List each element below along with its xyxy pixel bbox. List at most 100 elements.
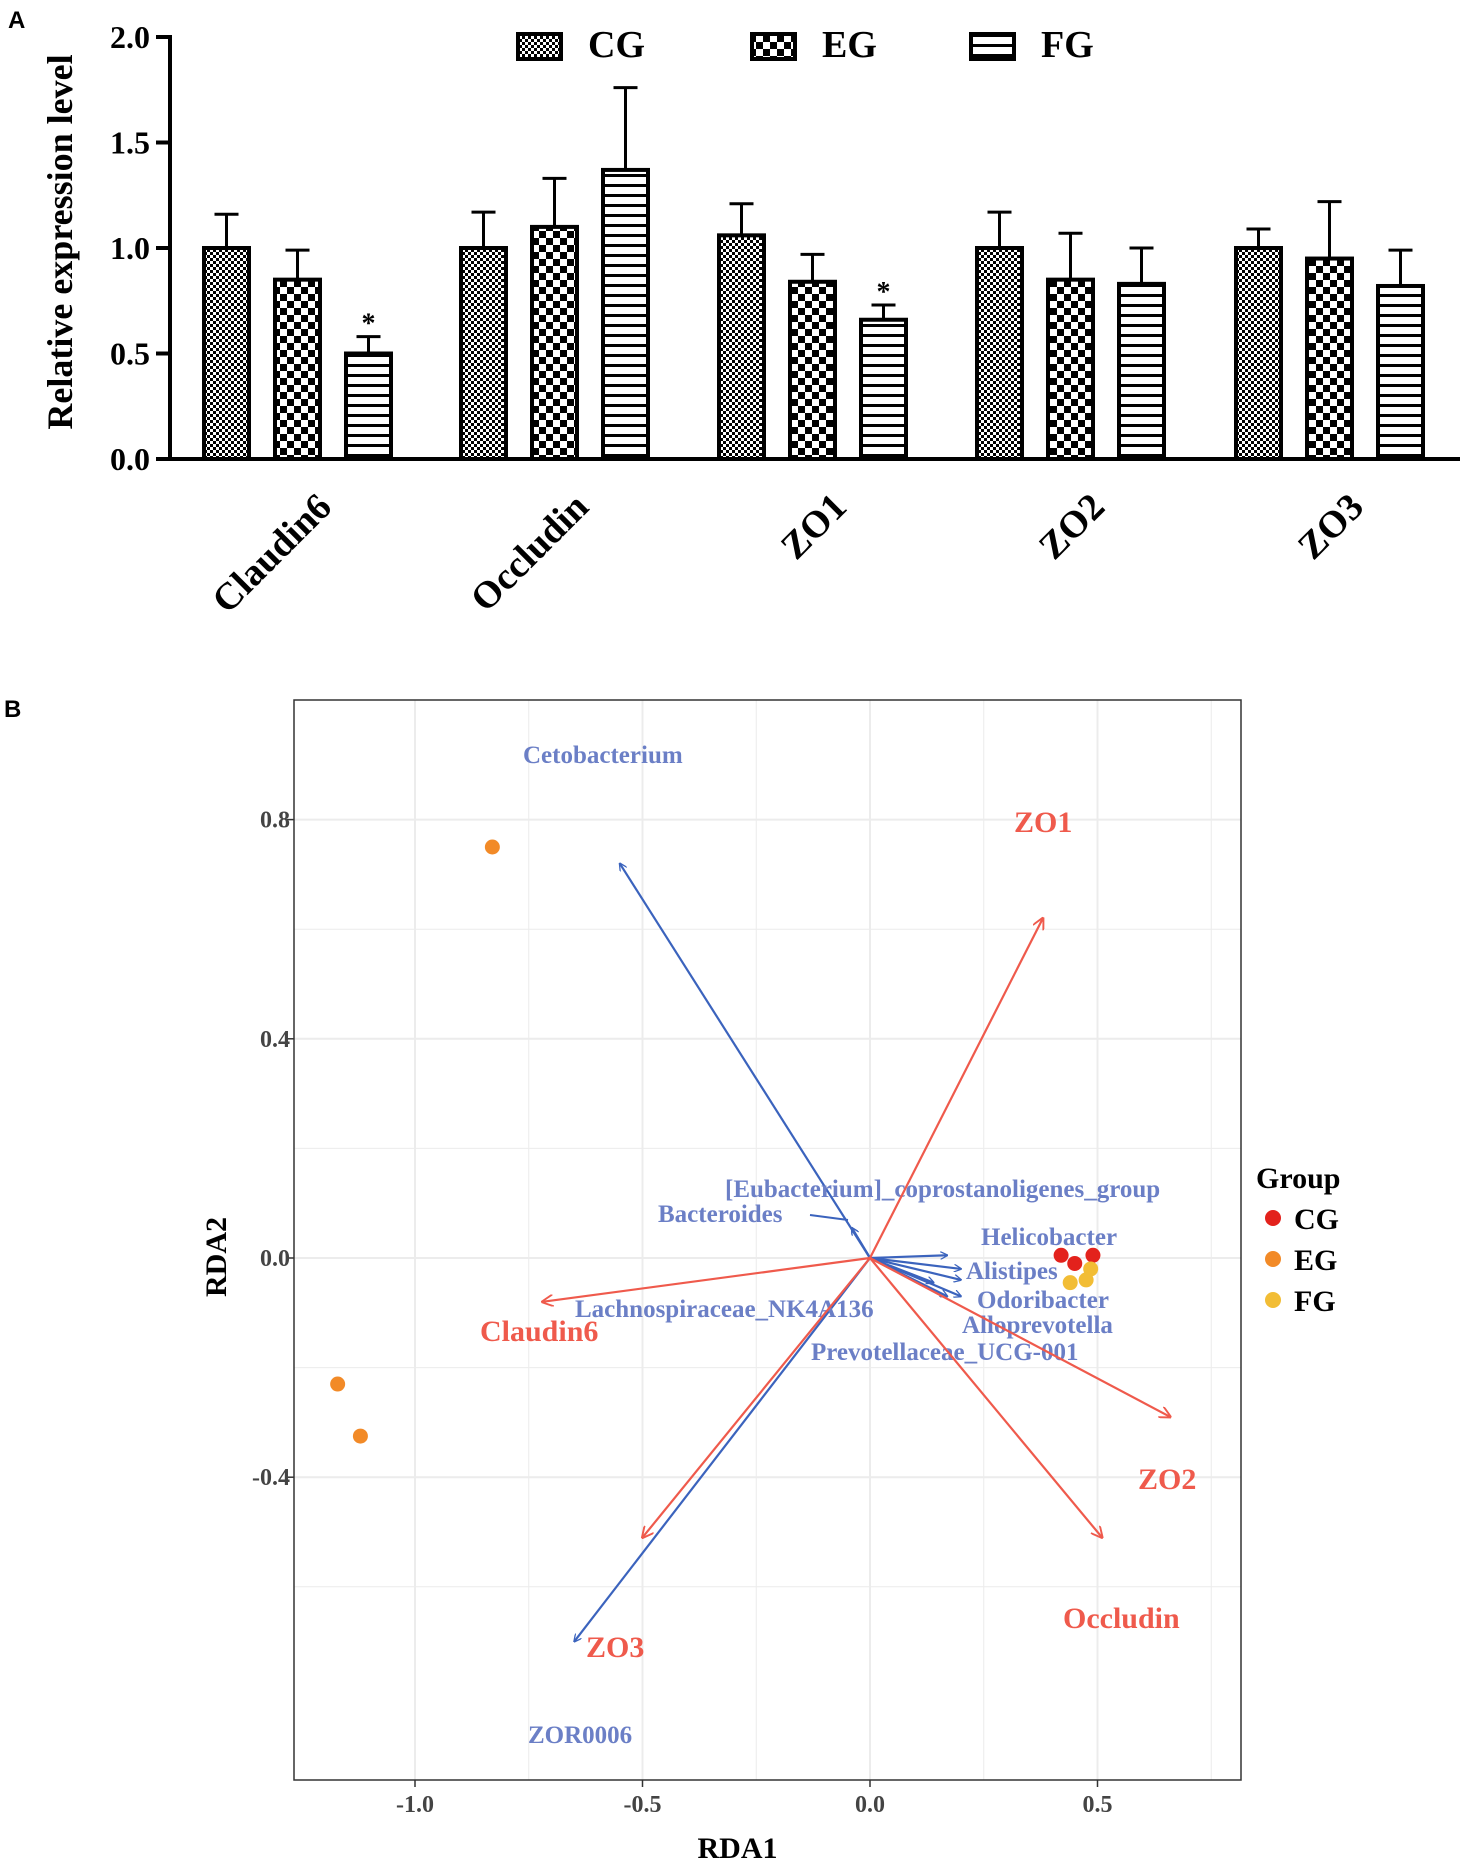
legend-swatch-fg xyxy=(969,32,1016,61)
plot-frame xyxy=(293,699,1242,1781)
plot-background xyxy=(294,700,1241,1780)
bar-fg-zo1 xyxy=(859,317,908,461)
env-arrow-zo2 xyxy=(869,1257,1170,1417)
bar-eg-zo1 xyxy=(788,279,837,462)
legend-dot-cg xyxy=(1265,1210,1281,1226)
bar-eg-zo2 xyxy=(1046,277,1095,461)
env-arrow-zo3 xyxy=(643,1257,871,1537)
legend: Group CG EG FG xyxy=(1256,1162,1340,1318)
panel-a-bar-chart: Relative expression level 0.0 0.5 1.0 1.5 2.… xyxy=(40,19,1460,621)
bar-cg-zo1 xyxy=(717,233,766,461)
env-arrow-occludin xyxy=(869,1257,1102,1537)
x-tick-label: 0.5 xyxy=(1083,1792,1113,1818)
legend-swatch-cg xyxy=(516,32,563,61)
gridlines xyxy=(294,700,1241,1780)
species-arrow-alistipes xyxy=(869,1256,961,1269)
x-axis-label: RDA1 xyxy=(698,1832,778,1861)
species-arrow-lachnospiraceae-nk4a136 xyxy=(869,1256,934,1283)
significance-mark: * xyxy=(362,309,376,340)
legend-title: Group xyxy=(1256,1162,1340,1195)
legend-label-cg: CG xyxy=(588,24,645,66)
species-label: Helicobacter xyxy=(981,1224,1117,1251)
x-tick-label: -1.0 xyxy=(396,1792,434,1818)
x-tick-label: ZO3 xyxy=(1290,486,1372,568)
bar-eg-zo3 xyxy=(1305,256,1354,461)
species-label: Lachnospiraceae_NK4A136 xyxy=(575,1296,874,1323)
sample-point-fg xyxy=(1078,1272,1094,1288)
species-label: Prevotellaceae_UCG-001 xyxy=(811,1339,1079,1366)
sample-point-eg xyxy=(330,1376,346,1392)
x-tick-label: -0.5 xyxy=(624,1792,662,1818)
species-label: Alistipes xyxy=(966,1258,1058,1285)
legend: CG EG FG xyxy=(516,24,1094,66)
y-tick-label: 2.0 xyxy=(110,19,150,55)
bar-fg-zo3 xyxy=(1376,283,1425,462)
significance-mark: * xyxy=(877,277,891,308)
env-label: Occludin xyxy=(1063,1602,1180,1635)
x-tick-label: 0.0 xyxy=(855,1792,885,1818)
legend-label-fg: FG xyxy=(1294,1285,1336,1318)
y-tick-label: -0.4 xyxy=(252,1465,290,1491)
env-label: ZO2 xyxy=(1138,1463,1196,1496)
legend-label-eg: EG xyxy=(1294,1244,1337,1277)
species-label: Cetobacterium xyxy=(523,742,683,769)
panel-b-rda-biplot: -1.0 -0.5 0.0 0.5 -0.4 0.0 0.4 0.8 Cetobacteriu… xyxy=(200,699,1340,1861)
axis-ticks: -1.0 -0.5 0.0 0.5 -0.4 0.0 0.4 0.8 xyxy=(252,808,1113,1818)
y-tick-label: 0.5 xyxy=(110,336,150,372)
y-tick-label: 0.8 xyxy=(260,808,290,834)
species-label: [Eubacterium]_coprostanoligenes_group xyxy=(725,1176,1160,1203)
bar-fg-occludin xyxy=(601,167,650,461)
y-tick-label: 0.4 xyxy=(260,1027,290,1053)
sample-point-eg xyxy=(352,1428,368,1444)
y-axis-label: RDA2 xyxy=(200,1217,233,1297)
species-arrow-bacteroides xyxy=(852,1228,871,1259)
sample-point-eg xyxy=(484,839,500,855)
x-tick-label: ZO1 xyxy=(773,486,855,568)
sample-point-cg xyxy=(1053,1247,1069,1263)
bar-cg-zo3 xyxy=(1234,246,1283,461)
env-arrows: ZO1 Claudin6 ZO2 Occludin ZO3 xyxy=(480,806,1196,1664)
species-arrows: Cetobacterium [Eubacterium]_coprostanolig… xyxy=(523,742,1160,1749)
y-tick-label: 1.5 xyxy=(110,125,150,161)
bar-fg-claudin6 xyxy=(344,351,393,461)
bar-cg-claudin6 xyxy=(202,246,251,461)
bar-eg-claudin6 xyxy=(273,277,322,461)
env-arrow-claudin6 xyxy=(542,1256,871,1302)
bar-fg-zo2 xyxy=(1117,281,1166,461)
bars: Claudin6 Occludin ZO1 ZO2 ZO3 * * xyxy=(202,86,1425,622)
env-label: Claudin6 xyxy=(480,1315,598,1348)
bacteroides-leader-line xyxy=(809,1214,849,1221)
legend-label-fg: FG xyxy=(1041,24,1094,66)
species-arrow-odoribacter xyxy=(869,1256,961,1280)
species-label: Bacteroides xyxy=(658,1201,783,1228)
y-tick-label: 1.0 xyxy=(110,230,150,266)
species-arrow-helicobacter xyxy=(869,1255,947,1258)
x-tick-label: ZO2 xyxy=(1031,486,1113,568)
env-label: ZO1 xyxy=(1014,806,1072,839)
y-tick-label: 0.0 xyxy=(110,441,150,477)
species-label: ZOR0006 xyxy=(528,1722,632,1749)
legend-label-cg: CG xyxy=(1294,1203,1339,1236)
species-label: Odoribacter xyxy=(977,1287,1109,1314)
panel-a-label: A xyxy=(8,7,25,34)
sample-point-cg xyxy=(1067,1255,1083,1271)
sample-point-cg xyxy=(1085,1247,1101,1263)
panel-b-label: B xyxy=(4,696,21,723)
species-arrow-zor0006 xyxy=(574,1257,871,1642)
bar-eg-occludin xyxy=(530,224,579,461)
x-tick-label: Occludin xyxy=(463,486,597,620)
sample-points xyxy=(330,839,1101,1444)
bar-cg-occludin xyxy=(459,246,508,461)
env-arrow-zo1 xyxy=(869,918,1043,1259)
sample-point-fg xyxy=(1062,1275,1078,1291)
legend-dot-fg xyxy=(1265,1292,1281,1308)
species-label: Alloprevotella xyxy=(962,1312,1113,1339)
x-tick-label: Claudin6 xyxy=(204,486,340,622)
legend-dot-eg xyxy=(1265,1251,1281,1267)
legend-label-eg: EG xyxy=(822,24,877,66)
env-label: ZO3 xyxy=(586,1631,644,1664)
species-arrow-cetobacterium xyxy=(620,863,871,1259)
y-tick-label: 0.0 xyxy=(260,1246,290,1272)
bar-cg-zo2 xyxy=(975,246,1024,461)
